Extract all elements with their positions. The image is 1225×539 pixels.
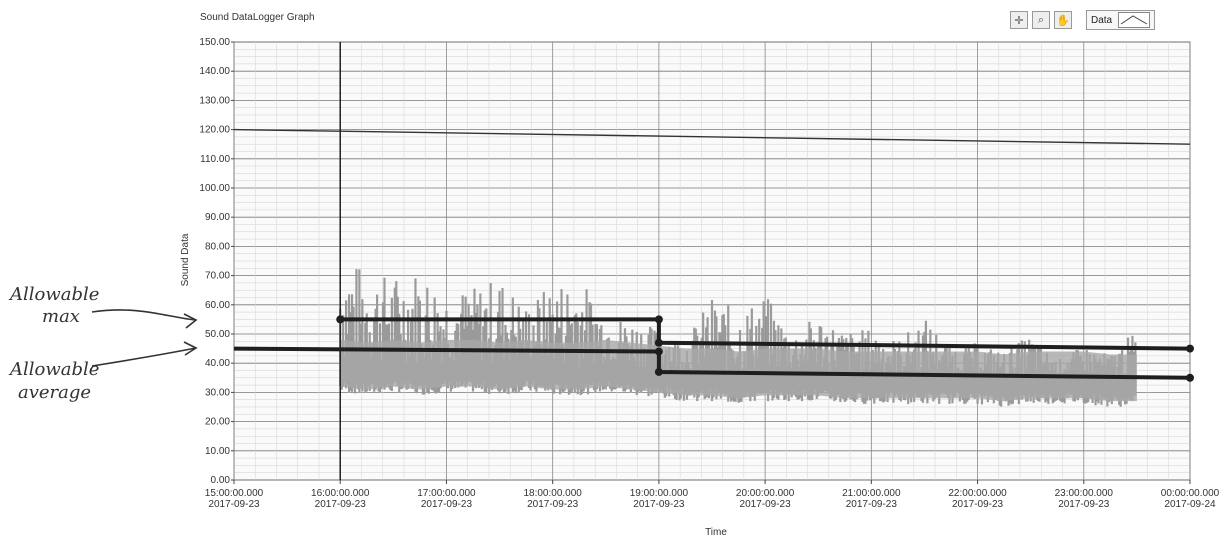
x-tick-date: 2017-09-23 [1058,499,1110,510]
x-tick-date: 2017-09-23 [315,499,367,510]
allowable-average-line [233,346,1191,380]
annotation-max-arrow [91,309,197,321]
y-tick-label: 20.00 [205,417,230,428]
legend-plot-swatch [1118,12,1151,28]
x-tick-time: 15:00:00.000 [205,488,264,499]
annotation-avg-arrow [91,347,197,367]
annotation-max-arrowhead [183,313,198,329]
reference-line-120 [233,128,1191,145]
x-tick-date: 2017-09-24 [1164,499,1216,510]
y-tick-label: 70.00 [205,271,230,282]
x-tick-date: 2017-09-23 [846,499,898,510]
y-tick-label: 80.00 [205,241,230,252]
x-tick-date: 2017-09-23 [740,499,792,510]
step-marker [654,347,663,356]
step-marker [1186,373,1194,382]
y-tick-label: 50.00 [205,329,230,340]
x-tick-time: 23:00:00.000 [1055,488,1114,499]
x-tick-date: 2017-09-23 [208,499,260,510]
x-tick-date: 2017-09-23 [421,499,473,510]
x-tick-time: 22:00:00.000 [948,488,1007,499]
x-tick-time: 19:00:00.000 [630,488,689,499]
x-tick-time: 21:00:00.000 [842,488,901,499]
chart-title: Sound DataLogger Graph [200,12,315,23]
step-marker [654,367,663,376]
plot-legend[interactable]: Data [1086,10,1156,30]
y-tick-label: 0.00 [211,475,231,486]
y-tick-label: 40.00 [205,358,230,369]
step-marker [654,315,663,324]
y-tick-label: 140.00 [199,66,230,77]
y-tick-label: 30.00 [205,387,230,398]
y-tick-label: 150.00 [199,37,230,48]
x-tick-date: 2017-09-23 [527,499,579,510]
annotation-max-line1: Allowable [8,284,99,305]
annotation-avg-line1: Allowable [8,359,99,380]
y-tick-label: 10.00 [205,446,230,457]
graph-toolbar: ✛ ⌕ ✋ Data [1010,10,1156,30]
step-marker [654,338,663,347]
annotation-max-line2: max [42,306,80,327]
y-tick-label: 110.00 [200,154,230,165]
crosshair-icon[interactable]: ✛ [1010,11,1028,29]
step-marker [1186,344,1194,353]
x-axis-label: Time [705,527,727,538]
y-tick-label: 100.00 [199,183,230,194]
sound-data-band [340,339,1137,402]
annotation-avg-arrowhead [183,341,198,356]
x-tick-time: 18:00:00.000 [523,488,582,499]
pan-hand-icon[interactable]: ✋ [1054,11,1072,29]
y-tick-label: 130.00 [199,95,230,106]
x-tick-date: 2017-09-23 [633,499,685,510]
x-tick-time: 00:00:00.000 [1161,488,1220,499]
y-axis-label: Sound Data [180,233,191,286]
zoom-icon[interactable]: ⌕ [1032,11,1050,29]
x-tick-time: 16:00:00.000 [311,488,370,499]
annotation-avg-line2: average [18,382,91,403]
x-tick-time: 20:00:00.000 [736,488,795,499]
x-tick-time: 17:00:00.000 [417,488,476,499]
x-tick-date: 2017-09-23 [952,499,1004,510]
legend-label: Data [1091,14,1113,26]
y-tick-label: 120.00 [199,125,230,136]
y-tick-label: 90.00 [205,212,230,223]
allowable-max-line [340,317,1191,351]
y-tick-label: 60.00 [205,300,230,311]
